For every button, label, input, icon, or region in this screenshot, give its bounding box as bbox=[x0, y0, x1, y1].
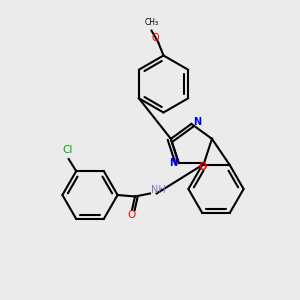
Text: O: O bbox=[152, 33, 160, 43]
Text: O: O bbox=[199, 163, 207, 172]
Text: N: N bbox=[169, 158, 177, 168]
Text: N: N bbox=[193, 117, 201, 128]
Text: NH: NH bbox=[151, 185, 166, 195]
Text: CH₃: CH₃ bbox=[144, 18, 159, 27]
Text: Cl: Cl bbox=[62, 145, 72, 155]
Text: O: O bbox=[127, 210, 135, 220]
